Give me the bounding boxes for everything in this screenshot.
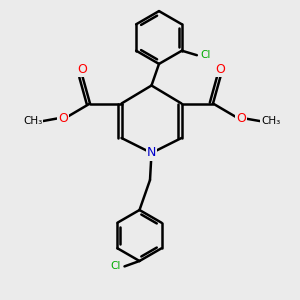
Text: Cl: Cl — [110, 261, 121, 272]
Text: O: O — [78, 63, 87, 76]
Text: N: N — [147, 146, 156, 160]
Text: O: O — [58, 112, 68, 125]
Text: Cl: Cl — [201, 50, 211, 60]
Text: O: O — [216, 63, 225, 76]
Text: CH₃: CH₃ — [261, 116, 280, 127]
Text: O: O — [236, 112, 246, 125]
Text: CH₃: CH₃ — [23, 116, 43, 127]
